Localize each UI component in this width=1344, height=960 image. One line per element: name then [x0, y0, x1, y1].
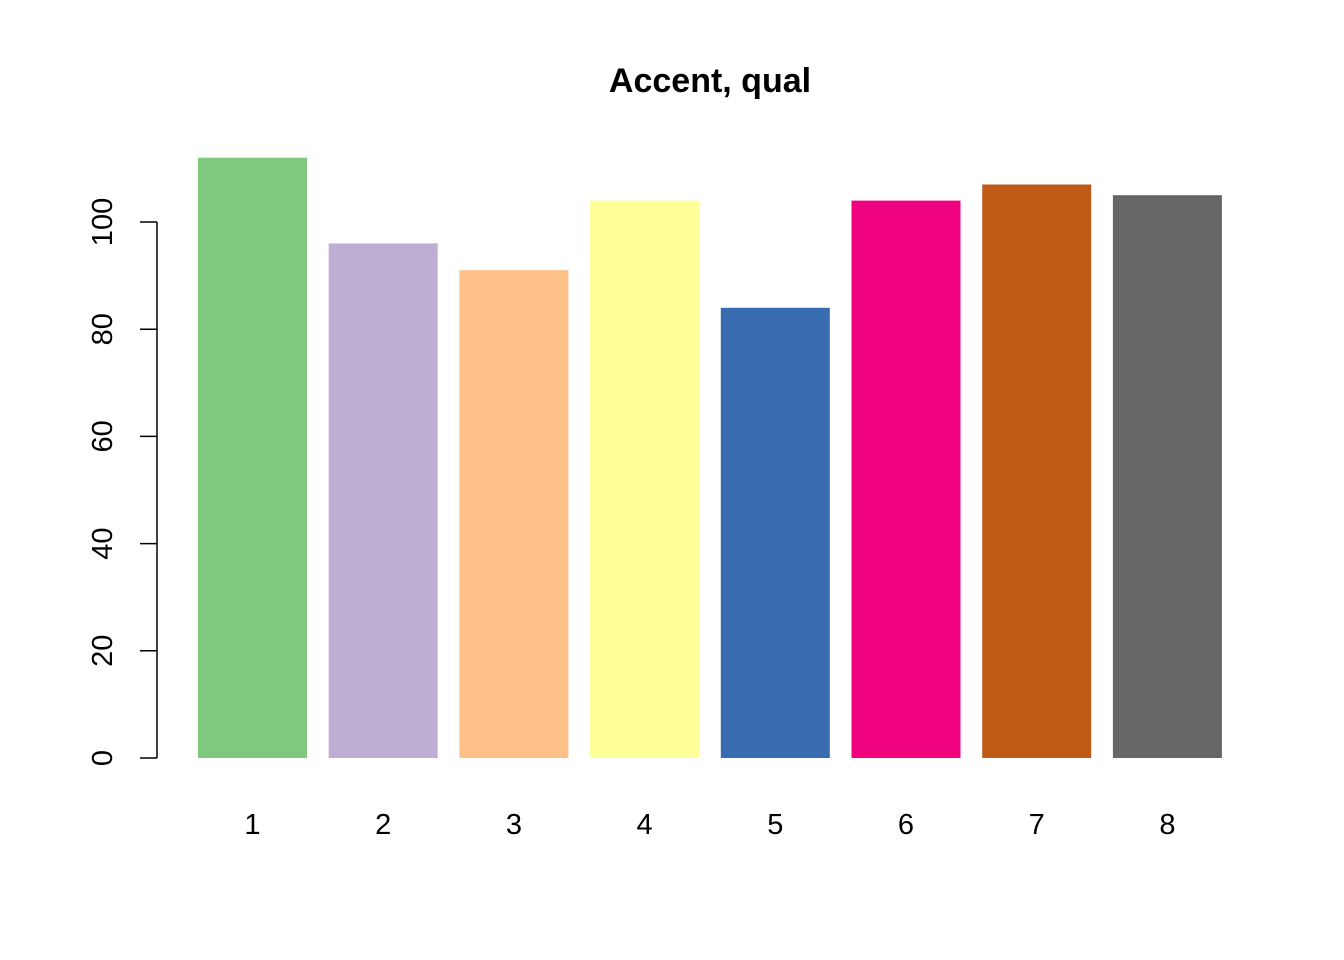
y-axis: 0 20 40 60 80 100 — [87, 198, 158, 766]
x-tick-label-3: 3 — [506, 809, 522, 841]
y-tick-label-80: 80 — [87, 313, 119, 345]
x-tick-label-1: 1 — [244, 809, 260, 841]
bar-7 — [982, 184, 1092, 758]
x-tick-label-4: 4 — [637, 809, 653, 841]
bar-6 — [851, 200, 961, 759]
y-tick-label-0: 0 — [87, 750, 119, 766]
bar-8 — [1112, 195, 1222, 758]
bars-group — [198, 157, 1222, 759]
chart-title: Accent, qual — [609, 62, 811, 100]
bar-1 — [198, 157, 307, 758]
x-tick-label-5: 5 — [767, 809, 783, 841]
y-tick-label-40: 40 — [87, 527, 119, 559]
y-tick-label-100: 100 — [87, 198, 119, 246]
bar-3 — [459, 270, 569, 758]
y-tick-label-20: 20 — [87, 635, 119, 667]
bar-5 — [720, 307, 830, 758]
bar-4 — [590, 200, 700, 759]
x-tick-label-2: 2 — [375, 809, 391, 841]
bar-2 — [328, 243, 438, 758]
y-tick-label-60: 60 — [87, 420, 119, 452]
x-axis-labels: 1 2 3 4 5 6 7 8 — [244, 809, 1175, 841]
x-tick-label-8: 8 — [1159, 809, 1175, 841]
x-tick-label-7: 7 — [1029, 809, 1045, 841]
x-tick-label-6: 6 — [898, 809, 914, 841]
